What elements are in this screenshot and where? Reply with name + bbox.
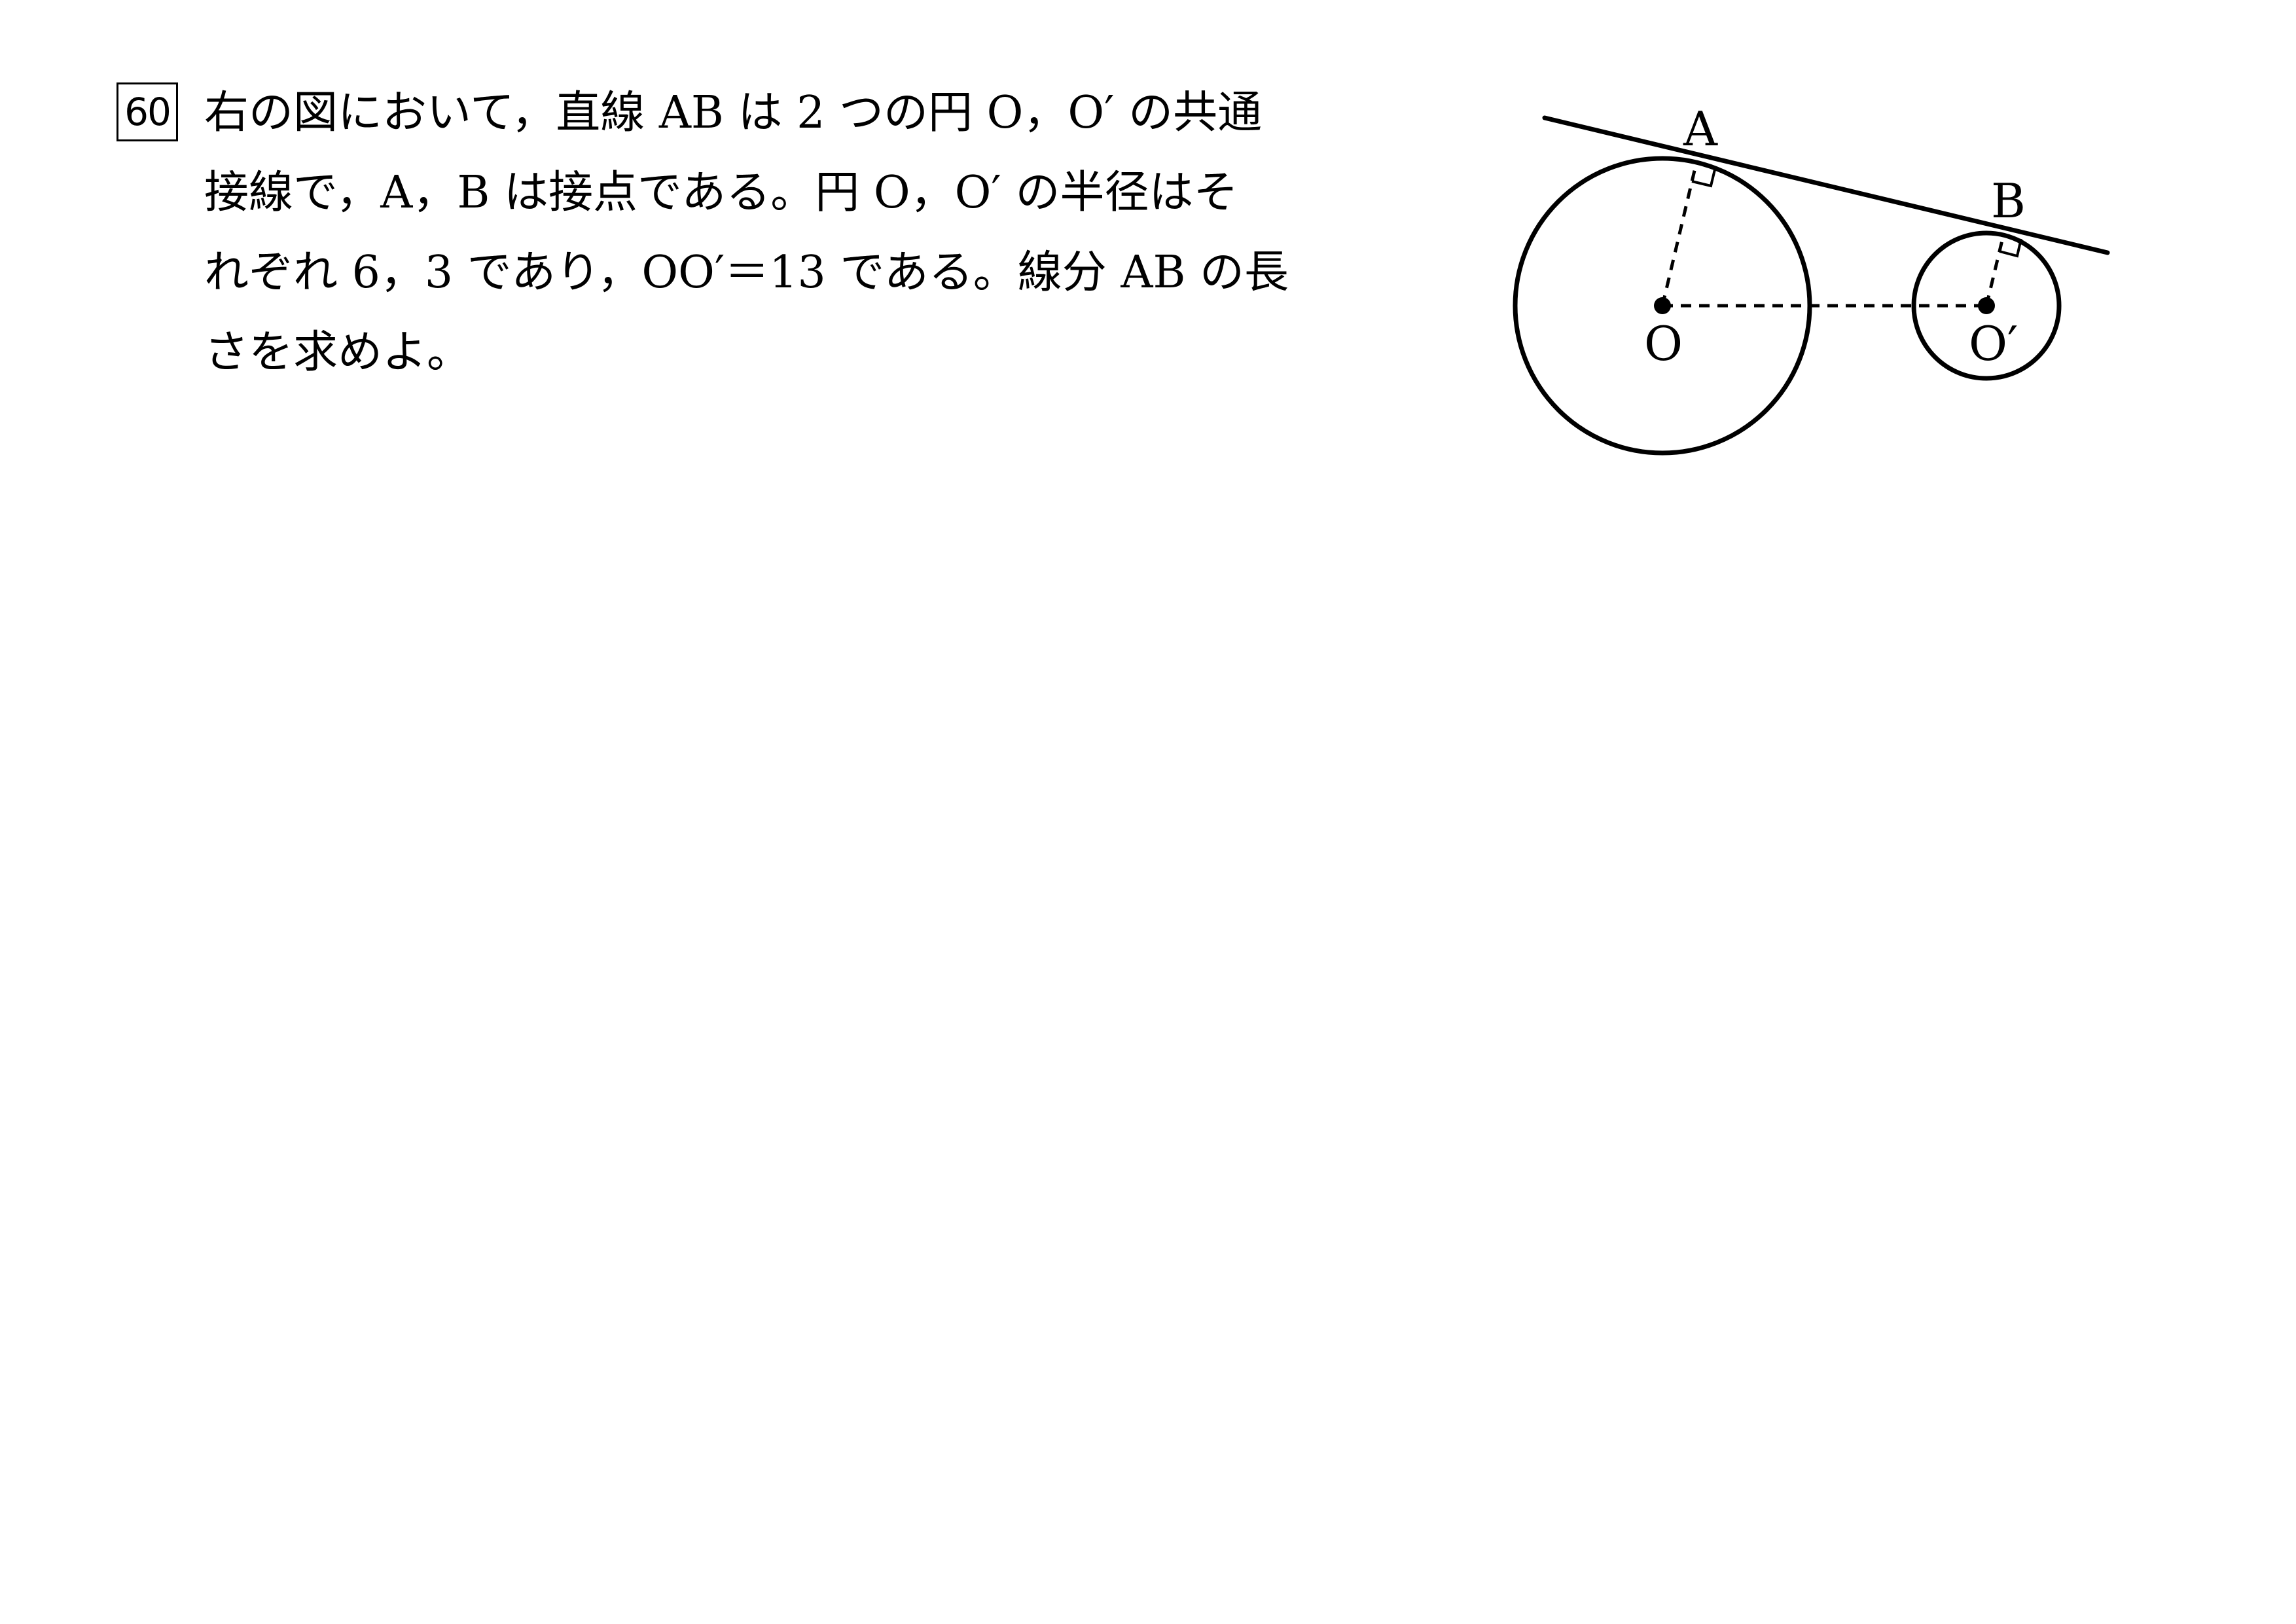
right-angle-mark-b xyxy=(1999,238,2022,258)
right-angle-mark-a xyxy=(1691,166,1717,188)
circle-o-prime xyxy=(1911,230,2062,381)
problem-line-4: さを求めよ。 xyxy=(204,327,472,378)
radius-o-prime-b xyxy=(1984,234,2005,306)
label-a: A xyxy=(1683,101,1718,156)
problem-number: 60 xyxy=(117,82,178,141)
problem-line-1: 右の図において，直線 AB は 2 つの円 O，O′ の共通 xyxy=(204,87,1263,139)
tangent-line xyxy=(1542,115,2110,255)
label-b: B xyxy=(1991,173,2026,228)
center-point-o xyxy=(1654,297,1671,314)
problem-statement: 右の図において，直線 AB は 2 つの円 O，O′ の共通 接線で，A，B は… xyxy=(204,73,1402,393)
label-o: O xyxy=(1644,316,1683,371)
label-o-prime: O′ xyxy=(1969,316,2018,371)
tangent-circles-figure: A B O O′ xyxy=(1513,101,2110,456)
problem-line-2: 接線で，A，B は接点である。円 O，O′ の半径はそ xyxy=(204,167,1238,219)
radius-oa xyxy=(1660,162,1698,306)
problem-line-3: れぞれ 6，3 であり，OO′＝13 である。線分 AB の長 xyxy=(204,247,1289,298)
center-point-o-prime xyxy=(1978,297,1995,314)
